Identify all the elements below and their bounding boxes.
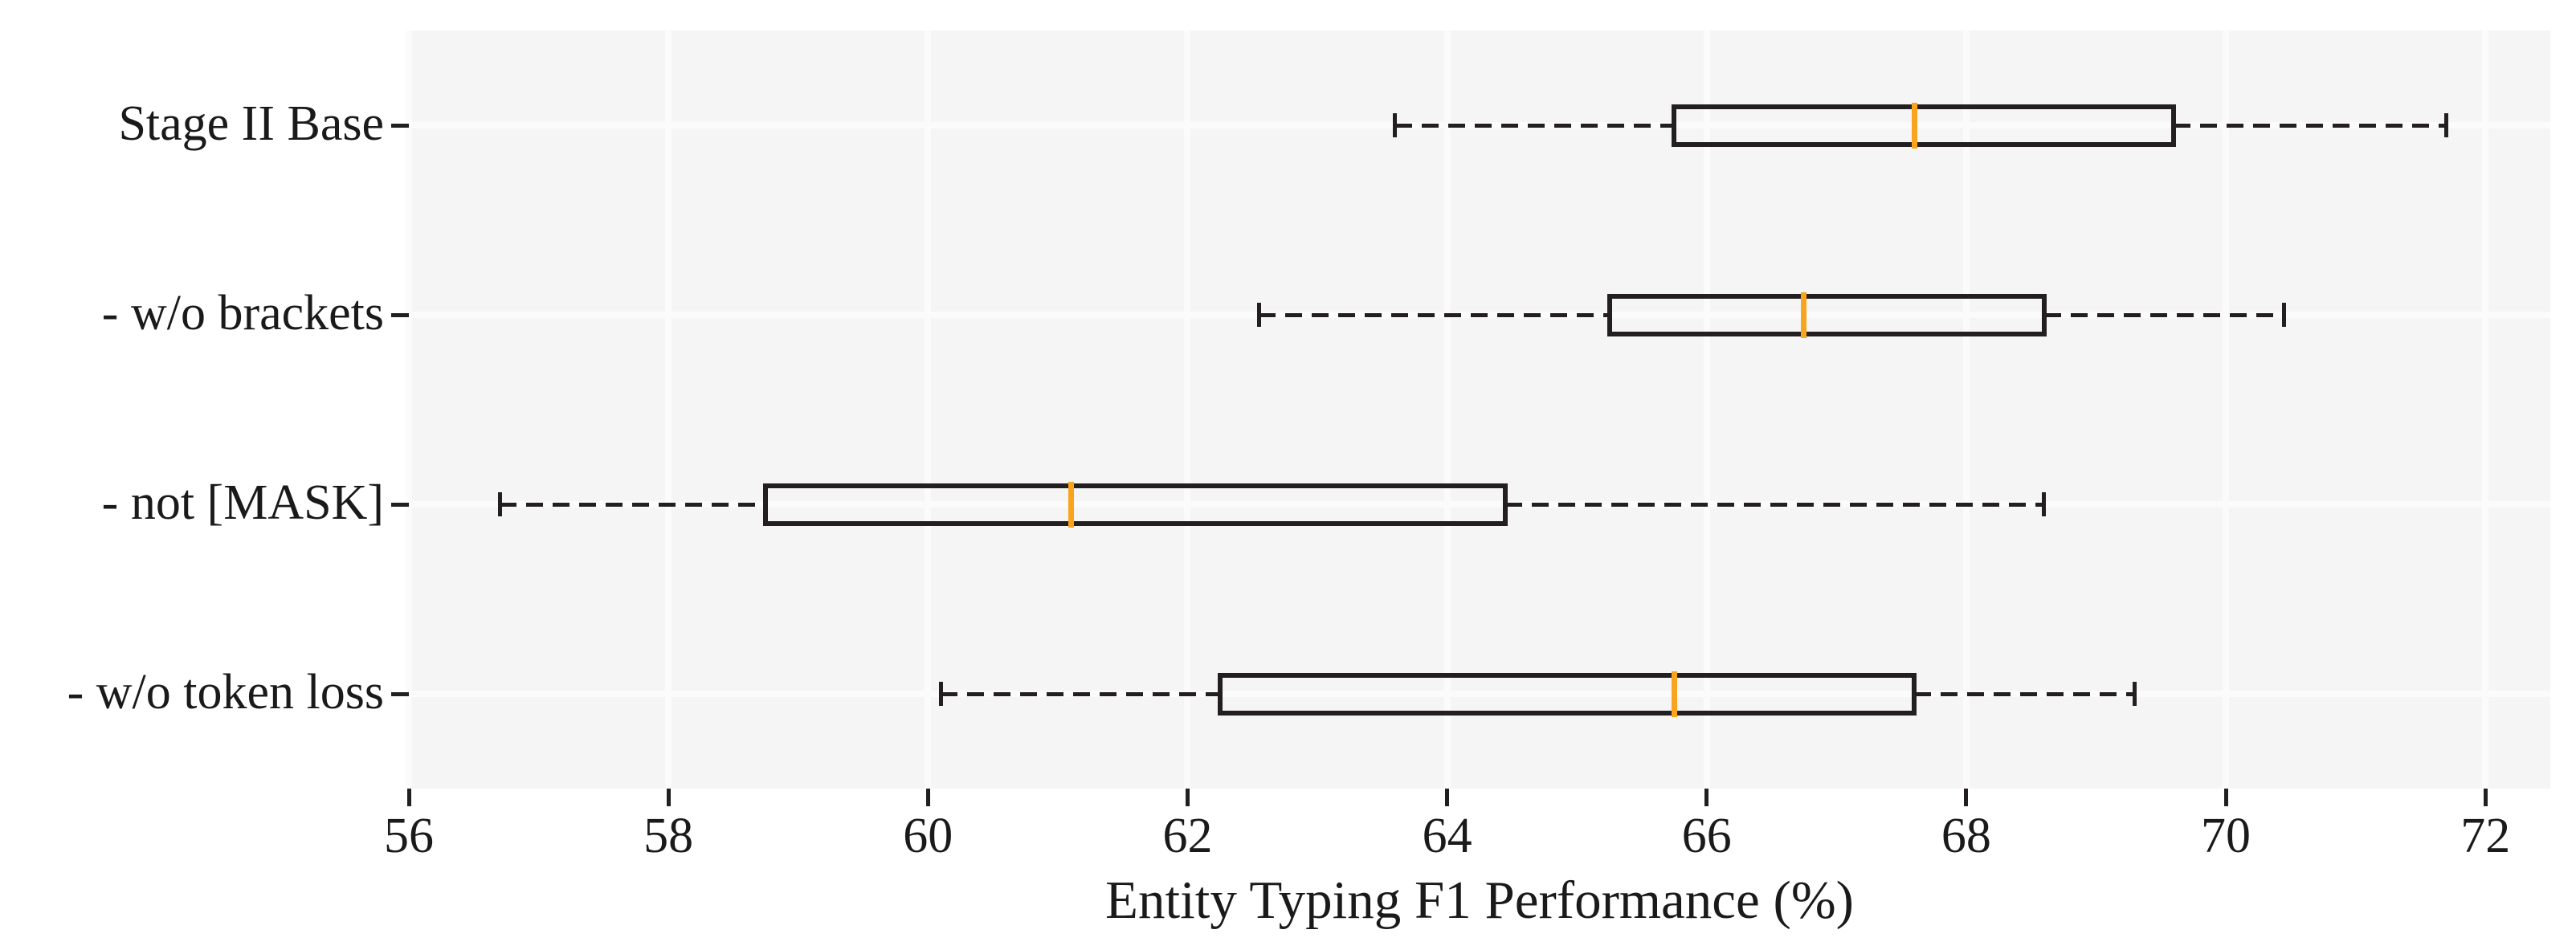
whisker-left (941, 691, 1220, 696)
y-tick-mark (391, 691, 409, 696)
y-tick-mark (391, 312, 409, 317)
whisker-right (1505, 502, 2044, 507)
gridline-x-58 (665, 31, 672, 789)
whisker-right (1914, 691, 2135, 696)
whisker-cap-high (2444, 113, 2449, 137)
y-tick-mark (391, 123, 409, 128)
median-line (1911, 102, 1917, 149)
gridline-x-70 (2223, 31, 2230, 789)
y-tick-label: - w/o token loss (67, 665, 384, 720)
whisker-left (1259, 312, 1610, 317)
whisker-cap-low (938, 682, 943, 706)
whisker-cap-low (1256, 303, 1261, 327)
whisker-left (1394, 123, 1675, 128)
y-tick-label: - not [MASK] (101, 475, 384, 531)
whisker-cap-low (1393, 113, 1398, 137)
whisker-left (500, 502, 766, 507)
x-tick-label: 66 (1681, 809, 1732, 863)
x-tick-label: 64 (1422, 809, 1472, 863)
x-tick-label: 60 (903, 809, 953, 863)
gridline-x-64 (1443, 31, 1451, 789)
median-line (1671, 671, 1677, 717)
whisker-right (2043, 312, 2284, 317)
gridline-x-68 (1962, 31, 1970, 789)
x-tick-label: 58 (643, 809, 694, 863)
x-tick-mark (925, 789, 930, 806)
gridline-y-row-2 (409, 501, 2550, 508)
gridline-x-66 (1703, 31, 1710, 789)
gridline-y-row-3 (409, 691, 2550, 697)
x-tick-label: 70 (2201, 809, 2251, 863)
whisker-cap-high (2042, 492, 2047, 516)
box-2 (763, 483, 1508, 526)
x-tick-label: 62 (1162, 809, 1213, 863)
whisker-cap-high (2282, 303, 2287, 327)
gridline-x-60 (925, 31, 932, 789)
box-3 (1217, 672, 1917, 716)
median-line (1801, 292, 1807, 338)
y-tick-mark (391, 502, 409, 507)
x-tick-mark (1445, 789, 1450, 806)
y-tick-label: Stage II Base (118, 96, 384, 152)
x-tick-label: 72 (2460, 809, 2511, 863)
x-tick-label: 56 (384, 809, 434, 863)
box-1 (1606, 293, 2047, 336)
x-tick-mark (2223, 789, 2228, 806)
x-tick-mark (2483, 789, 2488, 806)
whisker-right (2174, 123, 2447, 128)
box-0 (1672, 104, 2177, 147)
x-tick-mark (1704, 789, 1709, 806)
x-tick-label: 68 (1941, 809, 1991, 863)
y-tick-label: - w/o brackets (101, 286, 384, 341)
plot-area (406, 31, 2550, 789)
median-line (1068, 481, 1074, 528)
gridline-x-56 (406, 31, 412, 789)
x-tick-mark (1185, 789, 1190, 806)
x-tick-mark (1964, 789, 1969, 806)
x-tick-mark (666, 789, 671, 806)
gridline-x-72 (2482, 31, 2489, 789)
gridline-x-62 (1184, 31, 1191, 789)
whisker-cap-high (2133, 682, 2137, 706)
x-axis-title: Entity Typing F1 Performance (%) (1105, 870, 1854, 930)
whisker-cap-low (497, 492, 502, 516)
x-tick-mark (406, 789, 411, 806)
